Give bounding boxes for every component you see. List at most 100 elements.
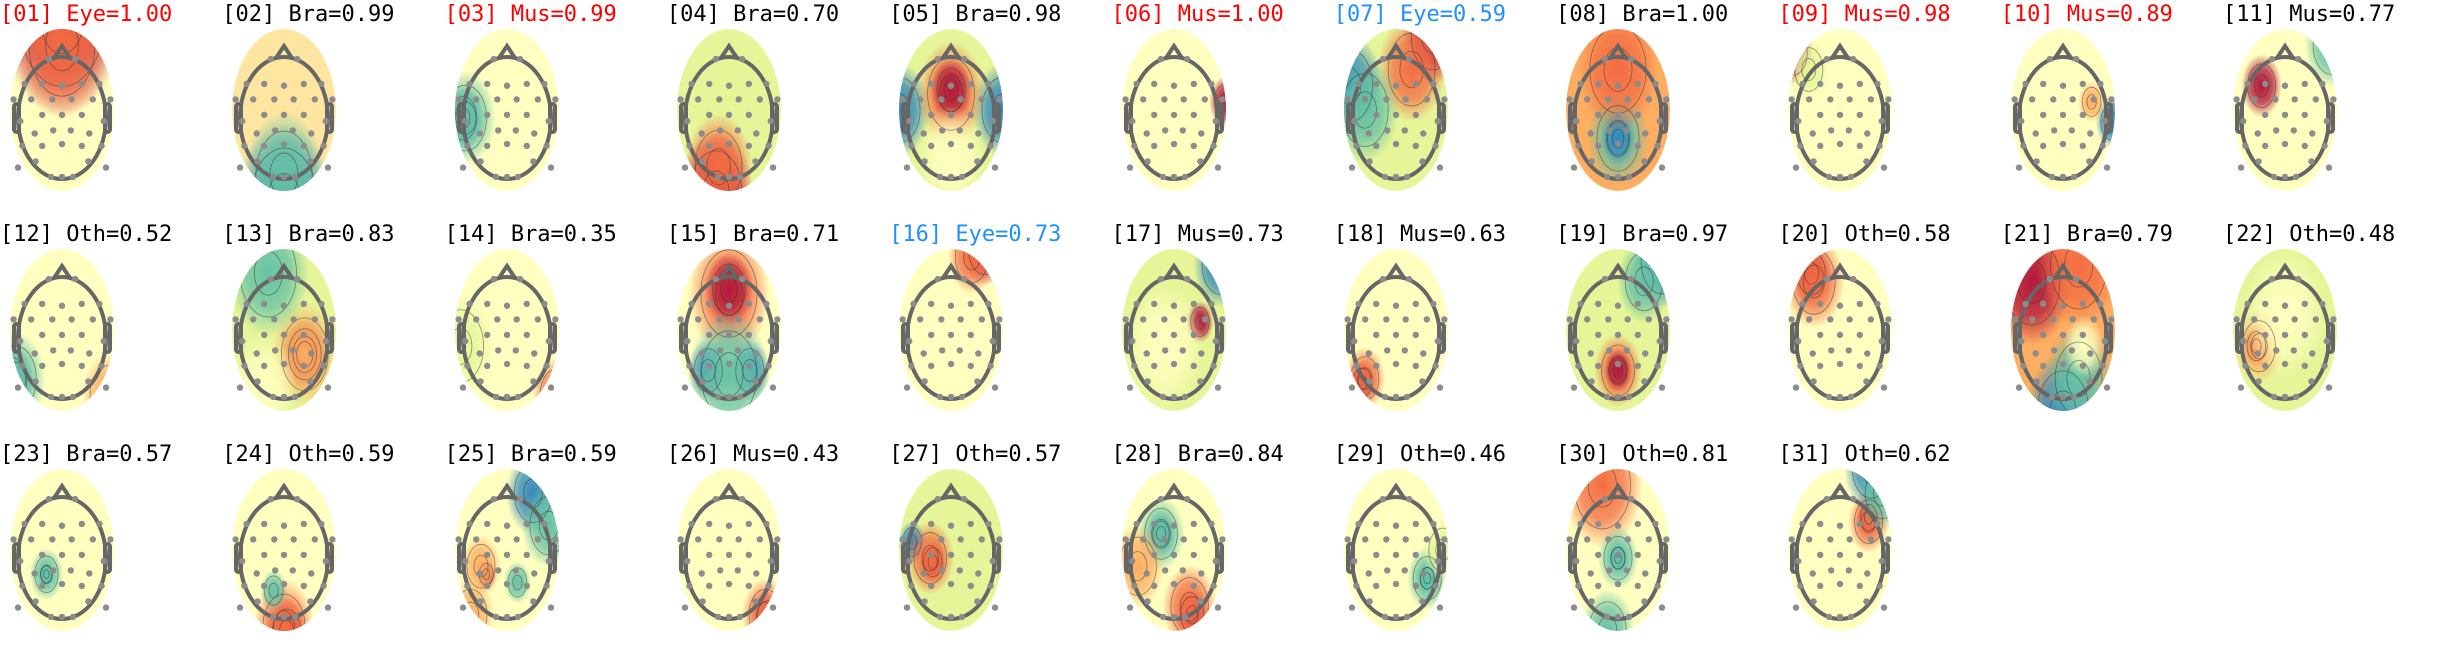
component-label: [30] Oth=0.81 (1556, 442, 1729, 467)
electrode-dot (483, 331, 490, 339)
electrode-dot (725, 360, 733, 368)
electrode-dot (1864, 350, 1871, 357)
electrode-dot (1130, 142, 1138, 150)
electrode-dot (1183, 275, 1190, 283)
electrode-dot (1856, 111, 1864, 119)
electrode-dot (529, 158, 537, 165)
electrode-dot (1179, 567, 1186, 574)
electrode-dot (921, 158, 928, 165)
electrode-dot (1126, 164, 1133, 171)
electrode-dot (947, 393, 955, 401)
electrode-dot (1434, 557, 1441, 565)
electrode-dot (688, 520, 695, 528)
electrode-dot (1170, 522, 1177, 529)
contour-line (1419, 567, 1435, 590)
electrode-dot (39, 582, 46, 590)
electrode-dot (318, 300, 325, 308)
electrode-dot (551, 536, 559, 543)
electrode-dot (1183, 495, 1190, 503)
electrode-dot (958, 173, 966, 181)
electrode-dot (476, 130, 483, 137)
electrode-dot (1614, 111, 1622, 119)
electrode-dot (68, 96, 75, 103)
electrode-dot (267, 495, 275, 503)
component-topomap: [28] Bra=0.84 (1112, 440, 1334, 660)
electrode-dot (1366, 378, 1373, 385)
electrode-dot (1139, 96, 1146, 103)
electrode-dot (2321, 142, 2328, 150)
electrode-dot (307, 378, 314, 385)
electrode-dot (1827, 316, 1834, 323)
electrode-dot (67, 347, 75, 354)
electrode-dot (512, 127, 519, 134)
electrode-dot (261, 582, 268, 590)
electrode-dot (1214, 164, 1221, 171)
electrode-dot (2085, 158, 2093, 165)
electrode-dot (1652, 300, 1659, 308)
electrode-dot (503, 82, 510, 89)
component-label: [28] Bra=0.84 (1111, 442, 1284, 467)
electrode-dot (1366, 598, 1373, 605)
electrode-dot (2039, 362, 2047, 370)
electrode-dot (281, 551, 288, 559)
electrode-dot (1641, 158, 1648, 165)
electrode-dot (920, 130, 928, 137)
electrode-dot (503, 111, 510, 119)
electrode-dot (1372, 111, 1380, 119)
electrode-dot (899, 316, 906, 323)
electrode-dot (2301, 331, 2308, 339)
electrode-dot (32, 158, 39, 165)
electrode-dot (1405, 275, 1413, 283)
electrode-dot (47, 393, 55, 401)
electrode-dot (1795, 117, 1802, 125)
electrode-dot (253, 130, 261, 137)
contour-line (923, 547, 943, 578)
electrode-dot (725, 393, 733, 401)
electrode-dot (78, 300, 86, 308)
contour-line (1151, 520, 1170, 547)
electrode-dot (2281, 82, 2289, 89)
electrode-dot (21, 80, 28, 88)
electrode-dot (476, 598, 484, 605)
electrode-dot (910, 80, 917, 88)
electrode-dot (765, 362, 772, 370)
electrode-dot (2068, 127, 2075, 134)
electrode-dot (320, 142, 328, 150)
electrode-dot (322, 117, 330, 125)
component-label: [08] Bra=1.00 (1556, 2, 1729, 27)
electrode-dot (686, 582, 693, 590)
electrode-dot (2281, 393, 2289, 401)
electrode-dot (1603, 613, 1611, 621)
electrode-dot (1403, 393, 1410, 401)
electrode-dot (1348, 384, 1355, 391)
electrode-dot (492, 613, 499, 621)
electrode-dot (2244, 80, 2251, 88)
electrode-dot (69, 173, 77, 181)
electrode-dot (1588, 378, 1595, 385)
electrode-dot (1793, 384, 1800, 391)
electrode-dot (1361, 536, 1369, 543)
electrode-dot (1190, 142, 1197, 150)
electrode-dot (906, 337, 913, 345)
electrode-dot (98, 582, 105, 590)
electrode-dot (1157, 275, 1164, 283)
electrode-dot (551, 316, 559, 323)
electrode-dot (928, 331, 935, 339)
electrode-dot (1372, 551, 1380, 559)
electrode-dot (906, 117, 913, 125)
electrode-dot (31, 130, 38, 137)
electrode-dot (96, 300, 103, 308)
electrode-dot (1881, 604, 1888, 611)
electrode-dot (1350, 337, 1358, 345)
contour-line (1189, 306, 1210, 337)
electrode-dot (1837, 360, 1844, 368)
electrode-dot (716, 536, 723, 543)
electrode-dot (50, 347, 57, 354)
electrode-dot (705, 300, 713, 308)
electrode-dot (1181, 393, 1188, 401)
electrode-dot (1207, 80, 1215, 88)
electrode-dot (254, 598, 262, 605)
component-label: [24] Oth=0.59 (222, 442, 395, 467)
electrode-dot (683, 337, 691, 345)
contour-line (1651, 249, 1671, 278)
